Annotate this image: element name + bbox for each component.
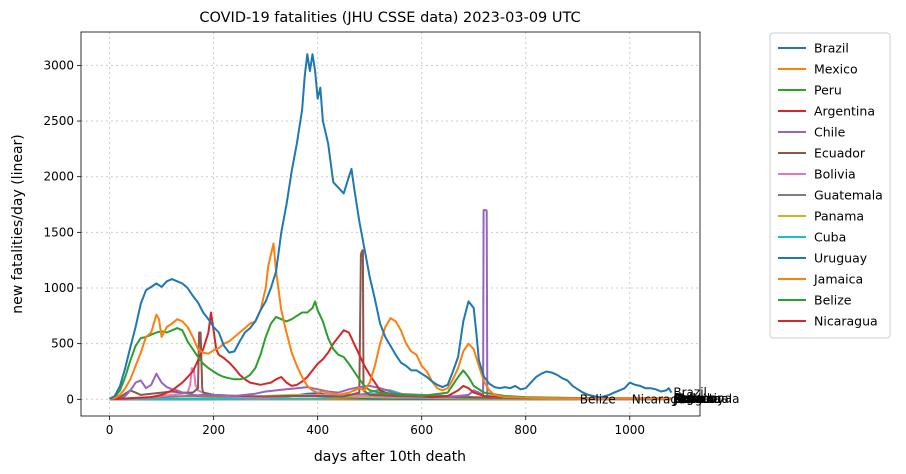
- series-layer: [109, 53, 673, 401]
- chart-title: COVID-19 fatalities (JHU CSSE data) 2023…: [199, 10, 580, 26]
- legend-entry: Mexico: [814, 62, 858, 77]
- legend-entry: Uruguay: [814, 251, 868, 266]
- legend-entry: Cuba: [814, 230, 846, 245]
- y-tick-label: 1500: [43, 225, 74, 239]
- end-label: Argentina: [673, 391, 732, 405]
- legend-entry: Panama: [814, 209, 864, 224]
- legend-entry: Bolivia: [814, 167, 856, 182]
- y-tick-label: 500: [51, 337, 74, 351]
- series-line-mexico: [109, 242, 672, 400]
- y-tick-label: 3000: [43, 58, 74, 72]
- x-tick-label: 200: [202, 423, 225, 437]
- series-line-argentina: [109, 311, 672, 401]
- end-label: Bolivia: [673, 392, 713, 406]
- legend-entry: Nicaragua: [814, 314, 878, 329]
- end-label: Jamaica: [672, 392, 720, 406]
- y-tick-label: 0: [66, 392, 74, 406]
- end-label: Mexico: [673, 392, 715, 406]
- y-tick-label: 2500: [43, 114, 74, 128]
- legend-entry: Chile: [814, 125, 846, 140]
- x-axis-label: days after 10th death: [314, 449, 466, 465]
- end-label: Brazil: [673, 386, 707, 400]
- end-label: Ecuador: [673, 392, 722, 406]
- plot-area: [81, 32, 700, 416]
- series-line-chile: [109, 209, 672, 401]
- x-tick-label: 0: [106, 423, 114, 437]
- end-label: Cuba: [673, 392, 704, 406]
- end-label: Chile: [673, 392, 703, 406]
- x-tick-label: 1000: [615, 423, 646, 437]
- end-label: Belize: [580, 392, 616, 406]
- x-tick-label: 600: [410, 423, 433, 437]
- end-label: Peru: [673, 391, 700, 405]
- end-label: Nicaragua: [632, 392, 693, 406]
- x-tick-label: 400: [306, 423, 329, 437]
- y-axis: 0 500 1000 1500 2000 2500 3000: [43, 58, 81, 406]
- legend-entry: Peru: [814, 83, 842, 98]
- legend-entry: Brazil: [814, 41, 849, 56]
- x-axis: 0 200 400 600 800 1000: [106, 416, 645, 437]
- legend-entry: Belize: [814, 293, 852, 308]
- legend-entry: Argentina: [814, 104, 875, 119]
- legend-entry: Guatemala: [814, 188, 883, 203]
- plot-frame: [80, 31, 701, 417]
- y-tick-label: 2000: [43, 170, 74, 184]
- x-tick-label: 800: [514, 423, 537, 437]
- end-label: Uruguay: [673, 392, 724, 406]
- end-label: Guatemala: [673, 392, 739, 406]
- legend-entry: Jamaica: [813, 272, 863, 287]
- legend: Brazil Mexico Peru Argentina Chile Ecuador Bol…: [769, 32, 891, 339]
- legend-frame: [769, 32, 891, 339]
- legend-entry: Ecuador: [814, 146, 866, 161]
- y-axis-label: new fatalities/day (linear): [10, 134, 26, 313]
- series-line-brazil: [109, 53, 673, 400]
- y-tick-label: 1000: [43, 281, 74, 295]
- series-line-peru: [109, 300, 672, 400]
- end-labels: BrazilMexicoPeruArgentinaChileEcuadorBol…: [580, 386, 740, 407]
- end-label: Panama: [673, 392, 721, 406]
